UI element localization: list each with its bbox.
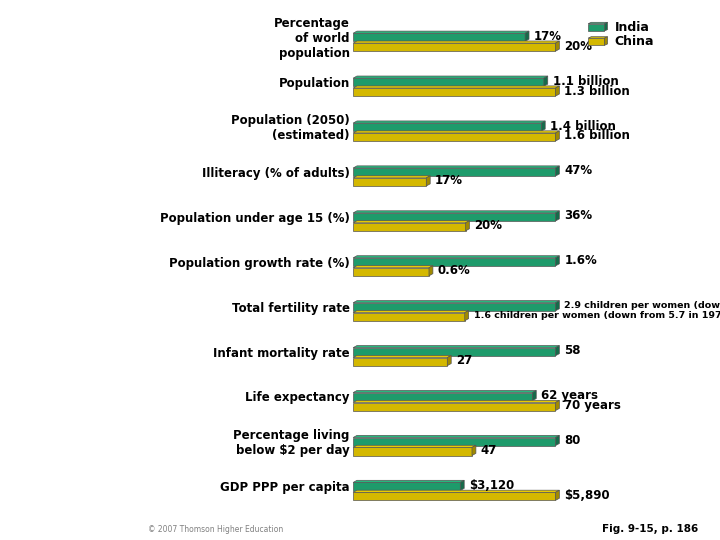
Text: Total fertility rate: Total fertility rate xyxy=(232,301,350,315)
Text: China: China xyxy=(615,35,654,48)
Polygon shape xyxy=(555,256,559,266)
Text: 58: 58 xyxy=(564,344,581,357)
Polygon shape xyxy=(353,313,464,321)
Text: Percentage
of world
population: Percentage of world population xyxy=(274,17,350,60)
Polygon shape xyxy=(353,346,559,348)
Polygon shape xyxy=(353,268,429,276)
Polygon shape xyxy=(588,22,608,24)
Text: 47%: 47% xyxy=(564,165,593,178)
Polygon shape xyxy=(353,131,559,133)
Polygon shape xyxy=(353,310,469,313)
Polygon shape xyxy=(353,166,559,168)
Polygon shape xyxy=(353,390,536,393)
Polygon shape xyxy=(353,393,532,401)
Polygon shape xyxy=(353,223,466,231)
Polygon shape xyxy=(555,86,559,96)
Polygon shape xyxy=(353,357,447,366)
Polygon shape xyxy=(555,435,559,445)
Text: 1.6%: 1.6% xyxy=(564,254,597,267)
Text: 80: 80 xyxy=(564,434,580,447)
Text: 27: 27 xyxy=(456,354,472,367)
Polygon shape xyxy=(588,37,608,38)
Polygon shape xyxy=(353,168,555,176)
Polygon shape xyxy=(525,31,529,42)
Text: 20%: 20% xyxy=(564,39,593,52)
Polygon shape xyxy=(353,266,433,268)
Text: 62 years: 62 years xyxy=(541,389,598,402)
Polygon shape xyxy=(447,355,451,366)
Polygon shape xyxy=(353,446,476,448)
Text: 47: 47 xyxy=(481,444,498,457)
Polygon shape xyxy=(353,133,555,141)
Polygon shape xyxy=(460,480,464,490)
Polygon shape xyxy=(353,33,525,42)
Polygon shape xyxy=(353,490,559,492)
Polygon shape xyxy=(353,480,464,482)
Polygon shape xyxy=(353,213,555,221)
Text: Population growth rate (%): Population growth rate (%) xyxy=(169,256,350,269)
Polygon shape xyxy=(353,400,559,402)
Polygon shape xyxy=(555,400,559,410)
Text: © 2007 Thomson Higher Education: © 2007 Thomson Higher Education xyxy=(148,524,284,534)
Text: 36%: 36% xyxy=(564,210,593,222)
Text: $3,120: $3,120 xyxy=(469,479,514,492)
Polygon shape xyxy=(353,448,472,456)
Polygon shape xyxy=(353,355,451,357)
Polygon shape xyxy=(541,121,545,131)
Text: Percentage living
below $2 per day: Percentage living below $2 per day xyxy=(233,429,350,457)
Polygon shape xyxy=(353,348,555,356)
Polygon shape xyxy=(532,390,536,401)
Polygon shape xyxy=(555,131,559,141)
Text: 17%: 17% xyxy=(435,174,463,187)
Text: GDP PPP per capita: GDP PPP per capita xyxy=(220,481,350,494)
Text: Life expectancy: Life expectancy xyxy=(246,392,350,404)
Polygon shape xyxy=(353,76,548,78)
Polygon shape xyxy=(353,258,555,266)
Polygon shape xyxy=(353,303,555,311)
Text: $5,890: $5,890 xyxy=(564,489,610,502)
Polygon shape xyxy=(555,211,559,221)
Polygon shape xyxy=(353,41,559,43)
Polygon shape xyxy=(544,76,548,86)
Polygon shape xyxy=(353,123,541,131)
Text: 1.1 billion: 1.1 billion xyxy=(553,75,618,87)
Polygon shape xyxy=(353,402,555,410)
Polygon shape xyxy=(353,256,559,258)
Polygon shape xyxy=(353,221,469,223)
Polygon shape xyxy=(588,38,604,45)
Polygon shape xyxy=(429,266,433,276)
Text: India: India xyxy=(615,21,649,34)
Polygon shape xyxy=(353,437,555,446)
Text: Fig. 9-15, p. 186: Fig. 9-15, p. 186 xyxy=(602,523,698,534)
Text: 1.6 children per women (down from 5.7 in 1972): 1.6 children per women (down from 5.7 in… xyxy=(474,311,720,320)
Polygon shape xyxy=(353,88,555,96)
Polygon shape xyxy=(466,221,469,231)
Text: 17%: 17% xyxy=(534,30,562,43)
Text: Infant mortality rate: Infant mortality rate xyxy=(213,347,350,360)
Polygon shape xyxy=(555,490,559,501)
Polygon shape xyxy=(353,121,545,123)
Text: Illiteracy (% of adults): Illiteracy (% of adults) xyxy=(202,167,350,180)
Polygon shape xyxy=(353,178,426,186)
Polygon shape xyxy=(555,166,559,176)
Text: 1.4 billion: 1.4 billion xyxy=(550,119,616,132)
Text: 20%: 20% xyxy=(474,219,503,232)
Polygon shape xyxy=(353,176,431,178)
Polygon shape xyxy=(353,211,559,213)
Text: Population: Population xyxy=(279,77,350,90)
Polygon shape xyxy=(555,346,559,356)
Polygon shape xyxy=(353,482,460,490)
Text: 0.6%: 0.6% xyxy=(438,264,471,277)
Polygon shape xyxy=(353,301,559,303)
Text: 1.6 billion: 1.6 billion xyxy=(564,130,630,143)
Polygon shape xyxy=(464,310,469,321)
Polygon shape xyxy=(353,435,559,437)
Polygon shape xyxy=(353,78,544,86)
Text: 70 years: 70 years xyxy=(564,399,621,412)
Polygon shape xyxy=(353,492,555,501)
Polygon shape xyxy=(353,86,559,88)
Polygon shape xyxy=(604,37,608,45)
Text: Population under age 15 (%): Population under age 15 (%) xyxy=(160,212,350,225)
Polygon shape xyxy=(426,176,431,186)
Text: Population (2050)
(estimated): Population (2050) (estimated) xyxy=(231,114,350,143)
